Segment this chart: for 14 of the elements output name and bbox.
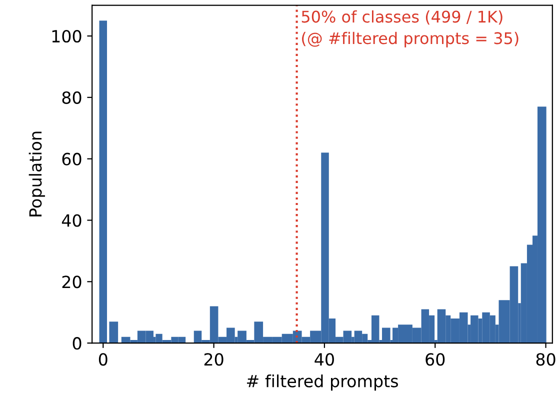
ref-line-label: 50% of classes (499 / 1K) (@ #filtered prompts = 35) [302,10,518,48]
y-tick-label: 100 [52,30,82,43]
y-tick-label: 0 [72,337,82,350]
x-tick-label: 20 [204,353,224,366]
x-tick-label: 60 [426,353,445,366]
x-tick-label: 0 [98,353,108,366]
y-tick-label: 40 [62,214,82,227]
x-tick-label: 40 [314,353,334,366]
y-tick-label: 60 [62,152,82,166]
x-tick-label: 80 [536,353,556,366]
x-axis-title: # filtered prompts [246,374,398,391]
y-axis-title: Population [28,132,45,216]
y-tick-label: 80 [62,91,82,104]
y-tick-label: 20 [62,276,82,288]
